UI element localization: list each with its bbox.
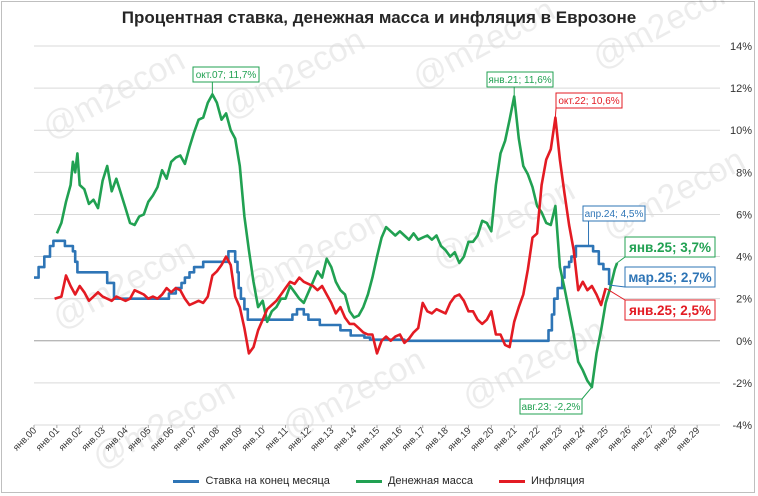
y-tick-label-5: 4% <box>736 252 752 264</box>
watermark-8: @m2econ <box>86 371 241 478</box>
x-tick-label-23: янв.23 <box>537 425 565 453</box>
legend: Ставка на конец месяца Денежная масса Ин… <box>0 472 758 490</box>
annotation-leader-6 <box>605 287 626 301</box>
legend-item-rate: Ставка на конец месяца <box>173 472 330 490</box>
x-tick-label-14: янв.14 <box>331 425 359 453</box>
x-tick-label-21: янв.21 <box>491 425 519 453</box>
y-tick-label-3: 8% <box>736 167 752 179</box>
y-tick-label-0: 14% <box>730 41 752 53</box>
annotation-label-4: янв.25; 3,7% <box>629 240 711 255</box>
annotation-leader-2 <box>554 107 557 118</box>
x-tick-label-25: янв.25 <box>583 425 611 453</box>
chart-title: Процентная ставка, денежная масса и инфл… <box>121 8 637 27</box>
x-tick-label-8: янв.08 <box>194 425 222 453</box>
x-tick-label-28: янв.28 <box>651 425 679 453</box>
annotation-label-5: мар.25; 2,7% <box>628 270 711 285</box>
x-tick-label-22: янв.22 <box>514 425 542 453</box>
annotation-label-1: янв.21; 11,6% <box>488 75 551 86</box>
annotation-label-6: янв.25; 2,5% <box>629 303 711 318</box>
y-tick-label-6: 2% <box>736 294 752 306</box>
annotation-leader-5 <box>609 284 626 288</box>
y-tick-label-7: 0% <box>736 336 752 348</box>
legend-label-money: Денежная масса <box>387 475 473 487</box>
annotation-leader-4 <box>616 256 626 264</box>
legend-swatch-money <box>355 479 382 483</box>
y-tick-label-4: 6% <box>736 209 752 221</box>
x-tick-label-20: янв.20 <box>468 425 496 453</box>
watermark-0: @m2econ <box>36 41 191 148</box>
watermark-7: @m2econ <box>596 141 751 248</box>
x-tick-label-29: янв.29 <box>674 425 702 453</box>
legend-label-rate: Ставка на конец месяца <box>205 475 330 487</box>
legend-item-money: Денежная масса <box>355 472 473 490</box>
x-tick-label-26: янв.26 <box>606 425 634 453</box>
x-tick-label-16: янв.16 <box>377 425 405 453</box>
watermark-3: @m2econ <box>586 0 741 77</box>
annotation-label-2: окт.22; 10,6% <box>558 96 619 107</box>
x-tick-label-0: янв.00 <box>11 425 39 453</box>
annotation-label-0: окт.07; 11,7% <box>196 70 257 81</box>
y-tick-label-8: -2% <box>732 378 752 390</box>
series-line-inflation <box>54 116 607 355</box>
annotation-box-4 <box>624 236 716 258</box>
annotation-box-5 <box>624 266 716 288</box>
x-tick-label-19: янв.19 <box>446 425 474 453</box>
annotation-box-3 <box>582 205 646 222</box>
legend-item-inflation: Инфляция <box>498 472 585 490</box>
x-tick-label-9: янв.09 <box>217 425 245 453</box>
annotation-leader-7 <box>581 386 593 400</box>
x-tick-label-15: янв.15 <box>354 425 382 453</box>
legend-swatch-inflation <box>498 479 525 483</box>
annotation-box-1 <box>486 71 554 88</box>
y-tick-label-9: -4% <box>732 420 752 432</box>
x-tick-label-18: янв.18 <box>423 425 451 453</box>
x-tick-label-1: янв.01 <box>34 425 62 453</box>
x-tick-label-24: янв.24 <box>560 425 588 453</box>
annotation-label-3: апр.24; 4,5% <box>585 209 644 220</box>
y-tick-label-1: 12% <box>730 83 752 95</box>
x-tick-label-27: янв.27 <box>628 425 656 453</box>
series-line-money <box>55 93 619 389</box>
annotation-box-7 <box>519 398 583 415</box>
x-tick-label-2: янв.02 <box>57 425 85 453</box>
y-tick-label-2: 10% <box>730 125 752 137</box>
annotation-box-6 <box>624 299 716 321</box>
legend-label-inflation: Инфляция <box>530 475 585 487</box>
legend-swatch-rate <box>173 479 200 483</box>
annotation-box-2 <box>555 92 623 109</box>
x-tick-label-17: янв.17 <box>400 425 428 453</box>
x-tick-label-10: янв.10 <box>240 425 268 453</box>
annotation-box-0 <box>192 66 260 83</box>
x-tick-label-11: янв.11 <box>263 425 291 453</box>
annotation-label-7: авг.23; -2,2% <box>522 402 581 413</box>
